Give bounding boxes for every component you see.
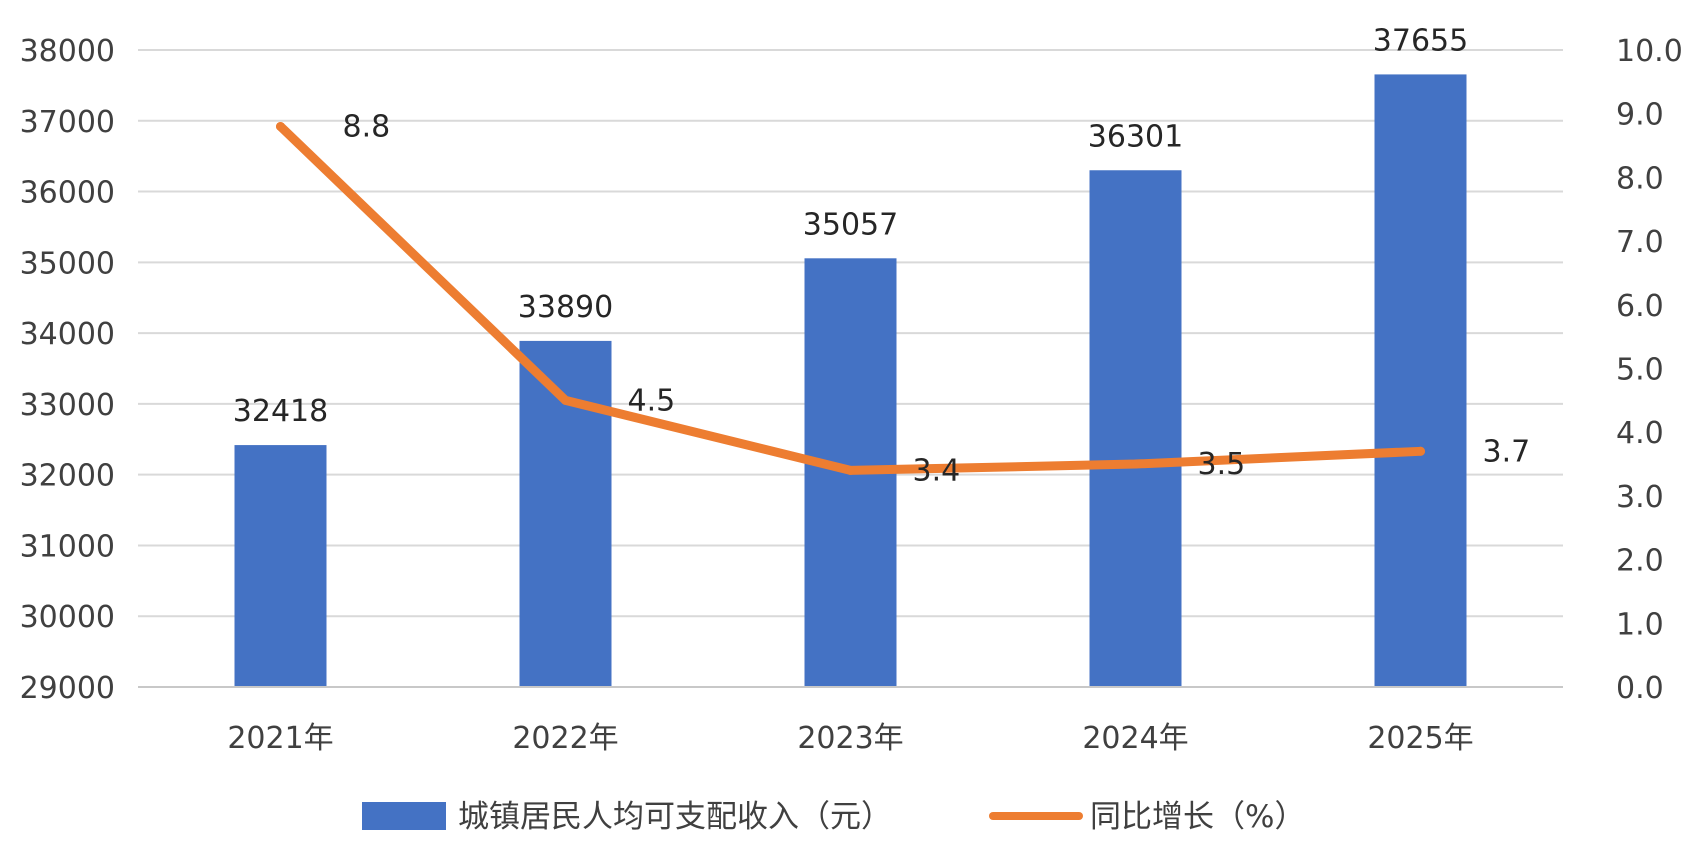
- y-right-tick-label: 3.0: [1616, 480, 1664, 515]
- line-series: [276, 121, 1425, 475]
- y-right-tick-label: 7.0: [1616, 225, 1664, 260]
- y-axis-right: 0.0 1.0 2.0 3.0 4.0 5.0 6.0 7.0 8.0 9.0 10.0: [1616, 34, 1683, 706]
- y-right-tick-label: 2.0: [1616, 544, 1664, 579]
- data-labels: 32418 33890 35057 36301 37655 8.8 4.5 3.4 3.5 3.7: [233, 23, 1530, 488]
- bar-data-label: 36301: [1088, 119, 1183, 154]
- line-point: [846, 465, 855, 475]
- bar: [519, 340, 612, 687]
- line-point: [561, 395, 570, 405]
- y-left-tick-label: 30000: [20, 600, 115, 635]
- bar: [1374, 74, 1467, 687]
- bar-data-label: 33890: [518, 290, 613, 325]
- x-axis: 2021年 2022年 2023年 2024年 2025年: [138, 686, 1563, 756]
- legend-label-line: 同比增长（%）: [1090, 799, 1305, 835]
- line-data-label: 8.8: [343, 109, 391, 144]
- x-tick-label: 2022年: [512, 721, 618, 756]
- bar-series: [234, 74, 1467, 687]
- line-point: [1131, 459, 1140, 469]
- y-left-tick-label: 31000: [20, 529, 115, 564]
- y-left-tick-label: 34000: [20, 317, 115, 352]
- y-right-tick-label: 8.0: [1616, 161, 1664, 196]
- legend: 城镇居民人均可支配收入（元） 同比增长（%）: [362, 799, 1305, 835]
- y-axis-left: 29000 30000 31000 32000 33000 34000 35000 36000…: [20, 34, 115, 706]
- y-left-tick-label: 36000: [20, 176, 115, 211]
- y-left-tick-label: 37000: [20, 105, 115, 140]
- y-right-tick-label: 6.0: [1616, 289, 1664, 324]
- y-left-tick-label: 32000: [20, 459, 115, 494]
- y-right-tick-label: 5.0: [1616, 353, 1664, 388]
- legend-swatch-bar: [362, 802, 446, 830]
- legend-label-bar: 城镇居民人均可支配收入（元）: [458, 799, 892, 835]
- y-right-tick-label: 10.0: [1616, 34, 1683, 69]
- bar: [1089, 170, 1182, 687]
- line-point: [1416, 446, 1425, 456]
- y-right-tick-label: 0.0: [1616, 671, 1664, 706]
- y-left-tick-label: 35000: [20, 246, 115, 281]
- bar-data-label: 37655: [1373, 23, 1468, 58]
- x-tick-label: 2025年: [1367, 721, 1473, 756]
- y-left-tick-label: 29000: [20, 671, 115, 706]
- bar-data-label: 35057: [803, 207, 898, 242]
- x-tick-label: 2021年: [227, 721, 333, 756]
- x-tick-label: 2024年: [1082, 721, 1188, 756]
- y-left-tick-label: 38000: [20, 34, 115, 69]
- bar-data-label: 32418: [233, 394, 328, 429]
- line-point: [276, 121, 285, 131]
- line-data-label: 3.5: [1198, 447, 1246, 482]
- line-data-label: 4.5: [628, 383, 676, 418]
- y-right-tick-label: 1.0: [1616, 607, 1664, 642]
- line-data-label: 3.4: [913, 453, 961, 488]
- bar: [234, 445, 327, 687]
- y-left-tick-label: 33000: [20, 388, 115, 423]
- y-right-tick-label: 4.0: [1616, 416, 1664, 451]
- x-tick-label: 2023年: [797, 721, 903, 756]
- y-right-tick-label: 9.0: [1616, 98, 1664, 133]
- line-data-label: 3.7: [1483, 434, 1531, 469]
